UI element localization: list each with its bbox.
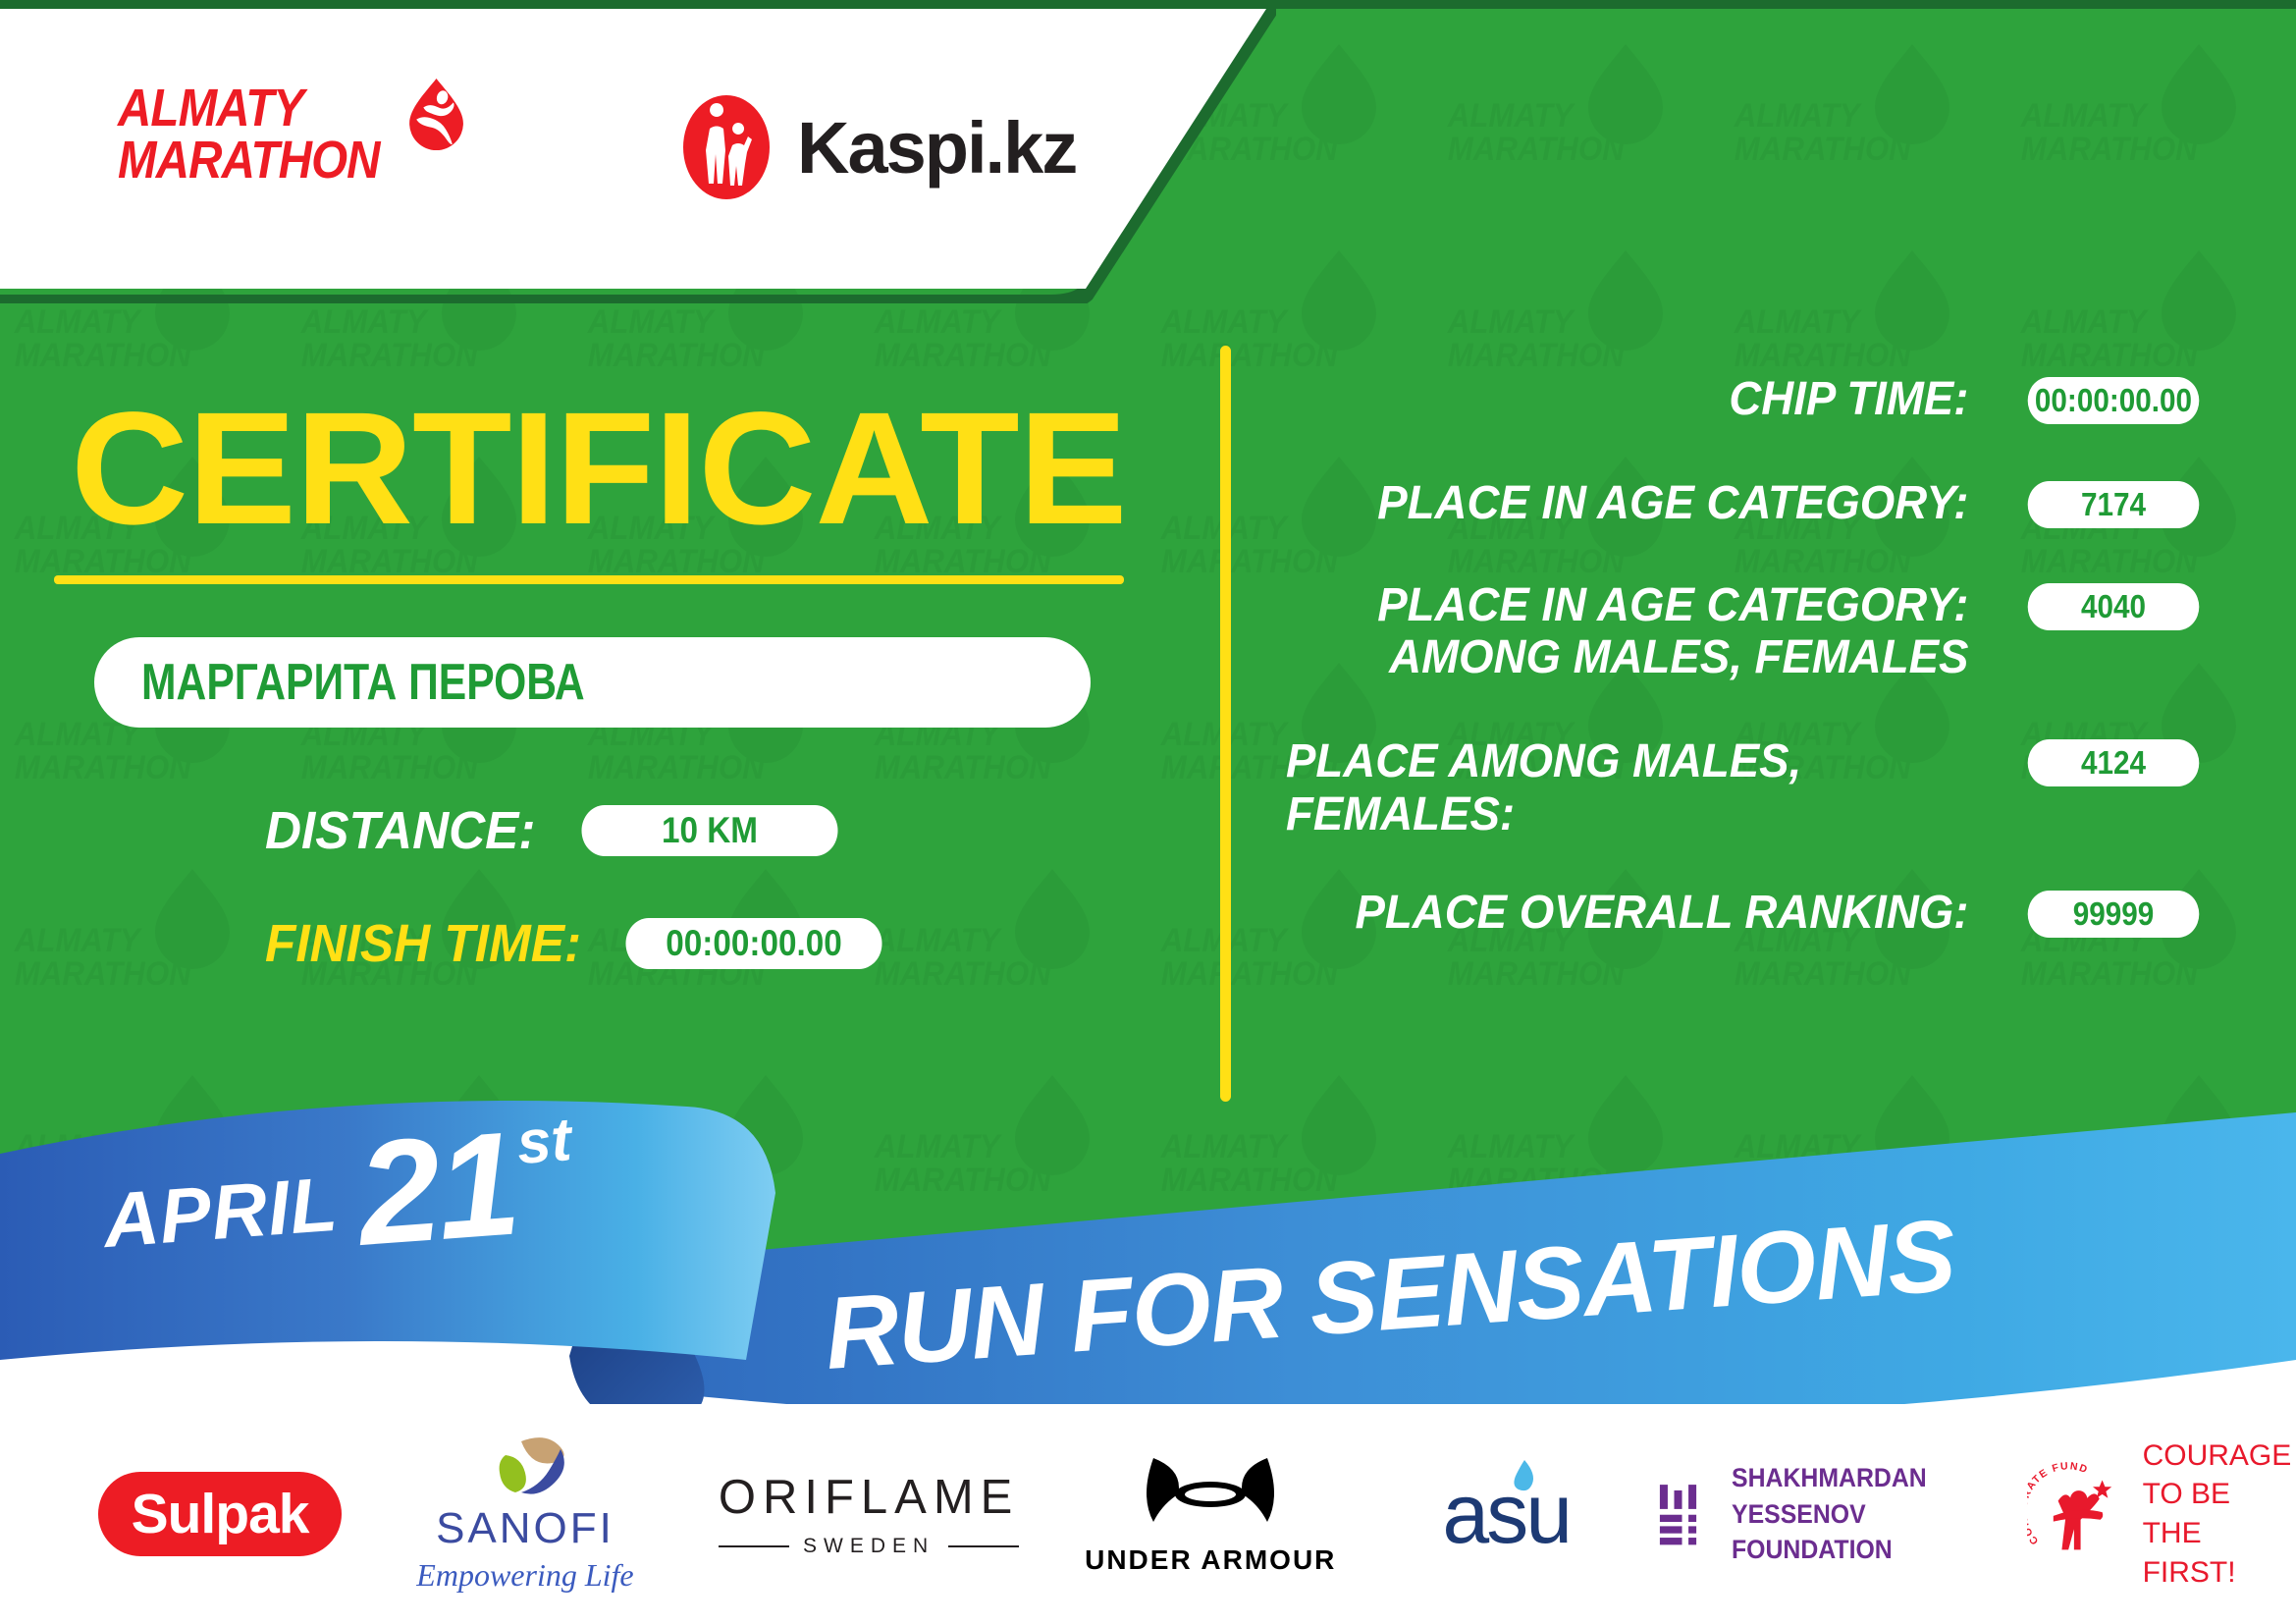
place-age-category-gender-row: PLACE IN AGE CATEGORY: AMONG MALES, FEMAL… bbox=[1286, 579, 2209, 685]
sponsor-yessenov-foundation: SHAKHMARDAN YESSENOV FOUNDATION bbox=[1657, 1440, 1998, 1588]
sponsor-strip: Sulpak SANOFI Empowering Life ORIFLAME S… bbox=[0, 1404, 2296, 1624]
marathon-logo-line1: ALMATY bbox=[118, 79, 304, 138]
label-line-2: FEMALES: bbox=[1286, 787, 1516, 840]
participant-name-field[interactable]: МАРГАРИТА ПЕРОВА bbox=[94, 637, 1091, 728]
runner-teardrop-icon bbox=[409, 78, 463, 151]
yessenov-bars-icon bbox=[1660, 1485, 1697, 1545]
finish-time-value: 00:00:00.00 bbox=[625, 918, 882, 969]
chip-time-row: CHIP TIME: 00:00:00.00 bbox=[1286, 373, 2209, 426]
oriflame-rule-left bbox=[718, 1545, 790, 1547]
yessenov-wordmark: SHAKHMARDAN YESSENOV FOUNDATION bbox=[1732, 1460, 1976, 1567]
event-ribbon-banner bbox=[0, 1065, 2296, 1429]
sanofi-tagline: Empowering Life bbox=[416, 1556, 634, 1593]
place-age-category-label: PLACE IN AGE CATEGORY: bbox=[1377, 476, 1969, 529]
distance-label: DISTANCE: bbox=[265, 801, 536, 860]
courage-wordmark: COURAGE TO BE THE FIRST! bbox=[2143, 1436, 2296, 1592]
title-underline-rule bbox=[54, 575, 1124, 584]
finish-time-label: FINISH TIME: bbox=[265, 914, 582, 973]
distance-row: DISTANCE: 10 KM bbox=[265, 800, 852, 861]
sponsor-under-armour: UNDER ARMOUR bbox=[1076, 1440, 1345, 1588]
ribbon-shape bbox=[0, 1101, 2296, 1428]
sponsor-asu: asu bbox=[1394, 1440, 1618, 1588]
sponsor-sulpak: Sulpak bbox=[77, 1440, 363, 1588]
place-overall-row: PLACE OVERALL RANKING: 99999 bbox=[1286, 887, 2209, 940]
place-overall-value: 99999 bbox=[2027, 890, 2200, 938]
chip-time-value: 00:00:00.00 bbox=[2027, 377, 2200, 424]
distance-value: 10 KM bbox=[581, 805, 838, 856]
place-overall-label: PLACE OVERALL RANKING: bbox=[1355, 886, 1969, 939]
event-month: APRIL bbox=[100, 1160, 342, 1265]
participant-name-value: МАРГАРИТА ПЕРОВА bbox=[141, 654, 585, 711]
event-day-ordinal: st bbox=[514, 1106, 574, 1178]
place-age-category-gender-label: PLACE IN AGE CATEGORY: AMONG MALES, FEMAL… bbox=[1286, 579, 1982, 685]
place-age-category-gender-value: 4040 bbox=[2027, 582, 2200, 630]
oriflame-sub-wordmark: SWEDEN bbox=[803, 1535, 935, 1557]
kaspi-people-oval-icon bbox=[683, 95, 770, 199]
sponsor-oriflame: ORIFLAME SWEDEN bbox=[718, 1440, 1020, 1588]
sponsor-courage-fund: CORPORATE FUND COURAGE TO BE THE FIRST! bbox=[2027, 1439, 2296, 1589]
page-title: CERTIFICATE bbox=[71, 378, 1128, 558]
place-among-gender-label: PLACE AMONG MALES, FEMALES: bbox=[1286, 735, 1982, 841]
under-armour-wordmark: UNDER ARMOUR bbox=[1085, 1544, 1337, 1575]
place-among-gender-row: PLACE AMONG MALES, FEMALES: 4124 bbox=[1286, 735, 2209, 841]
label-line-2: AMONG MALES, FEMALES bbox=[1389, 631, 1969, 684]
oriflame-wordmark: ORIFLAME bbox=[718, 1471, 1020, 1524]
asu-wordmark: asu bbox=[1442, 1466, 1573, 1561]
kaspi-logo: Kaspi.kz bbox=[677, 93, 1078, 201]
sanofi-leaf-icon bbox=[499, 1436, 564, 1494]
asu-droplet-icon bbox=[1514, 1459, 1534, 1490]
under-armour-logo bbox=[1147, 1458, 1275, 1522]
courage-line-1: COURAGE bbox=[2142, 1438, 2292, 1472]
results-stats-list: CHIP TIME: 00:00:00.00 PLACE IN AGE CATE… bbox=[1286, 373, 2209, 976]
sponsor-sanofi: SANOFI Empowering Life bbox=[391, 1436, 660, 1593]
oriflame-rule-right bbox=[948, 1545, 1020, 1547]
courage-runner-star-icon: CORPORATE FUND bbox=[2027, 1461, 2112, 1550]
chip-time-label: CHIP TIME: bbox=[1729, 373, 1969, 425]
top-border-rule bbox=[0, 0, 2296, 9]
marathon-logo-line2: MARATHON bbox=[118, 131, 380, 189]
almaty-marathon-wordmark: ALMATY MARATHON bbox=[118, 79, 415, 189]
place-age-category-value: 7174 bbox=[2027, 480, 2200, 528]
finish-time-row: FINISH TIME: 00:00:00.00 bbox=[265, 913, 896, 974]
kaspi-wordmark: Kaspi.kz bbox=[797, 106, 1078, 189]
column-divider bbox=[1220, 346, 1231, 1102]
sanofi-wordmark: SANOFI bbox=[436, 1503, 614, 1552]
yessenov-line-2: FOUNDATION bbox=[1732, 1535, 1894, 1565]
header-white-band bbox=[0, 9, 1266, 289]
place-age-category-row: PLACE IN AGE CATEGORY: 7174 bbox=[1286, 477, 2209, 530]
sulpak-wordmark: Sulpak bbox=[97, 1472, 343, 1556]
place-among-gender-value: 4124 bbox=[2027, 739, 2200, 786]
event-day: 21 bbox=[352, 1100, 522, 1276]
yessenov-line-1: SHAKHMARDAN YESSENOV bbox=[1732, 1463, 1928, 1529]
courage-line-2: TO BE bbox=[2142, 1478, 2231, 1511]
courage-line-3: THE FIRST! bbox=[2142, 1517, 2236, 1589]
label-line-1: PLACE IN AGE CATEGORY: bbox=[1377, 578, 1969, 631]
almaty-marathon-logo: ALMATY MARATHON bbox=[118, 61, 471, 208]
label-line-1: PLACE AMONG MALES, bbox=[1286, 735, 1802, 787]
